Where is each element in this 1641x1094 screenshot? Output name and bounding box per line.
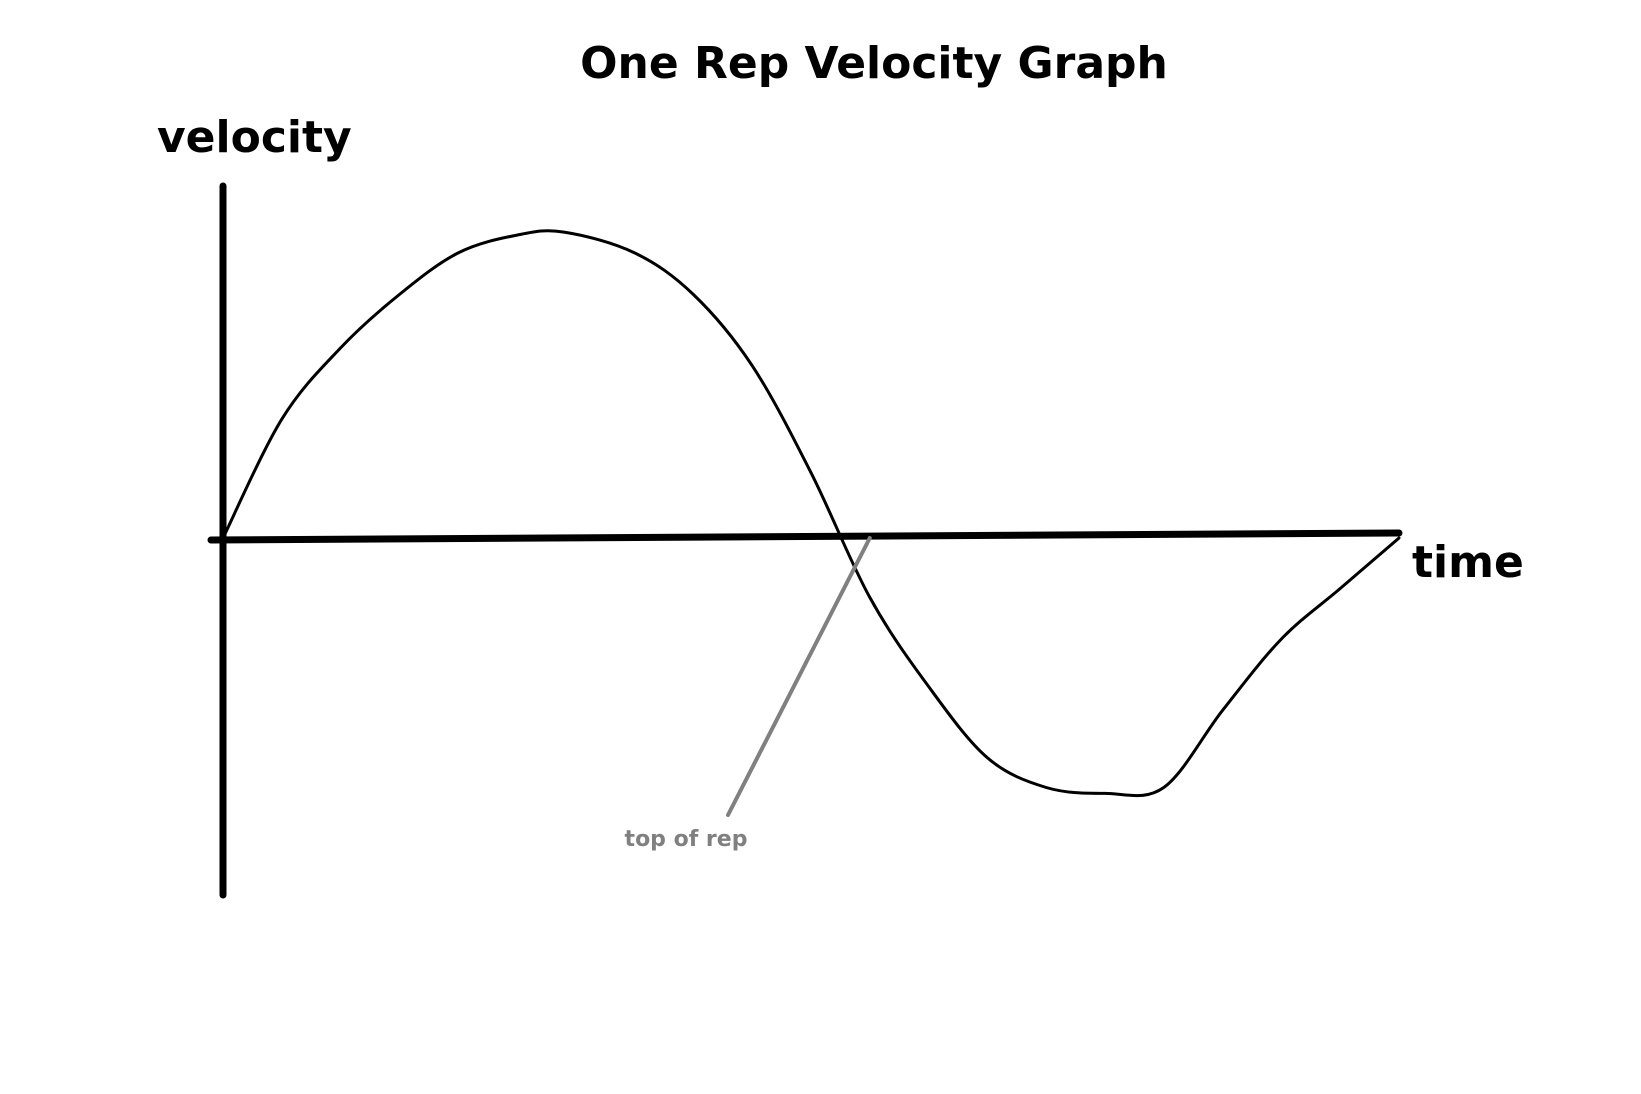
x-axis-line (207, 529, 1403, 544)
series-line-0 (221, 229, 1401, 798)
y-axis-label: velocity (157, 112, 352, 163)
series-layer (221, 229, 1401, 798)
x-axis-label: time (1412, 537, 1524, 588)
annotation-pointer-line (726, 536, 872, 817)
chart-title: One Rep Velocity Graph (580, 38, 1168, 89)
annotation-layer: top of rep (625, 536, 872, 852)
annotation-label: top of rep (625, 827, 748, 852)
